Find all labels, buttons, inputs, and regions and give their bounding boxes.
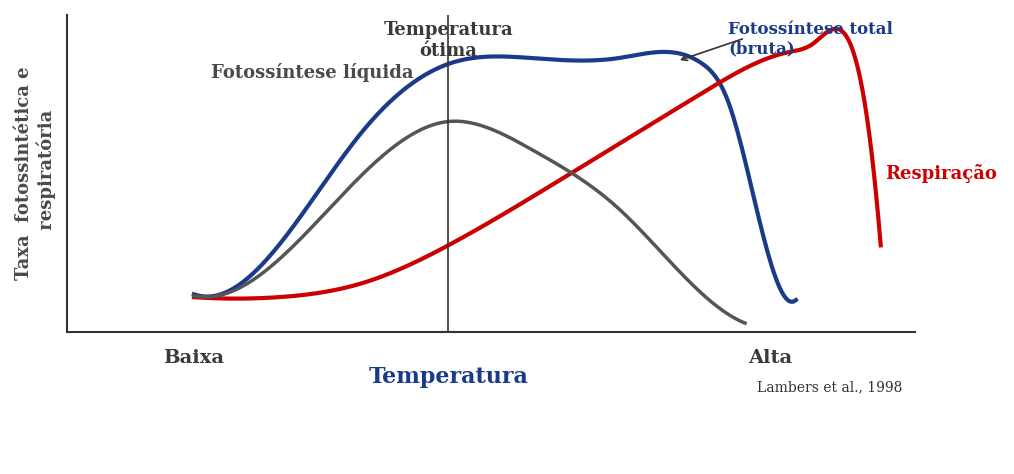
Text: Lambers et al., 1998: Lambers et al., 1998	[757, 381, 902, 395]
Text: Baixa: Baixa	[163, 349, 224, 367]
Text: Alta: Alta	[748, 349, 793, 367]
Text: Respiração: Respiração	[885, 164, 997, 183]
Text: Temperatura
ótima: Temperatura ótima	[383, 21, 513, 60]
Text: Fotossíntese líquida: Fotossíntese líquida	[211, 63, 414, 82]
Y-axis label: Taxa  fotossintética e
 respiratória: Taxa fotossintética e respiratória	[15, 66, 56, 280]
Text: Fotossíntese total
(bruta): Fotossíntese total (bruta)	[728, 21, 893, 57]
Text: Temperatura: Temperatura	[368, 366, 528, 388]
